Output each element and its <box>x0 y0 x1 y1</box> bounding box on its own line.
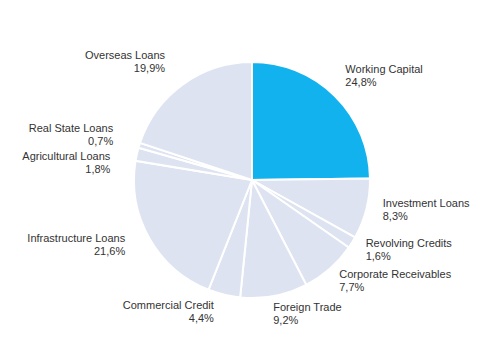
svg-text:7,7%: 7,7% <box>339 281 364 293</box>
svg-text:Commercial Credit: Commercial Credit <box>123 299 214 311</box>
svg-text:Infrastructure Loans: Infrastructure Loans <box>27 232 125 244</box>
svg-text:8,3%: 8,3% <box>383 210 408 222</box>
svg-text:21,6%: 21,6% <box>94 245 125 257</box>
svg-text:Investment Loans: Investment Loans <box>383 197 470 209</box>
svg-text:4,4%: 4,4% <box>189 312 214 324</box>
svg-text:24,8%: 24,8% <box>345 76 376 88</box>
svg-text:0,7%: 0,7% <box>88 135 113 147</box>
svg-text:Agricultural Loans: Agricultural Loans <box>22 150 111 162</box>
svg-text:Foreign Trade: Foreign Trade <box>273 301 341 313</box>
svg-text:Real State Loans: Real State Loans <box>29 122 114 134</box>
svg-text:Working Capital: Working Capital <box>345 63 422 75</box>
svg-text:9,2%: 9,2% <box>273 314 298 326</box>
svg-text:Revolving Credits: Revolving Credits <box>366 237 453 249</box>
svg-text:Overseas Loans: Overseas Loans <box>85 49 166 61</box>
svg-text:19,9%: 19,9% <box>134 62 165 74</box>
svg-text:1,8%: 1,8% <box>85 163 110 175</box>
svg-text:1,6%: 1,6% <box>366 250 391 262</box>
svg-text:Corporate Receivables: Corporate Receivables <box>339 268 451 280</box>
